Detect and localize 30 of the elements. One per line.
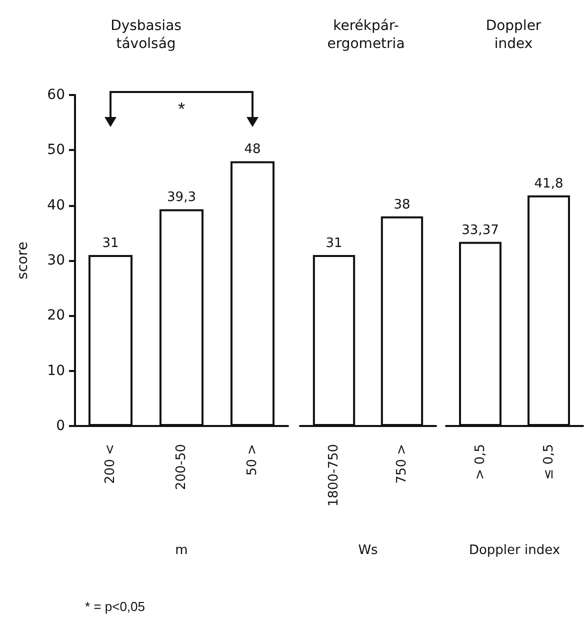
chart-title: Doppler index xyxy=(486,18,542,52)
x-axis-title: m xyxy=(175,543,188,558)
x-axis-title: Doppler index xyxy=(468,543,560,558)
y-tick-label: 10 xyxy=(47,362,65,379)
x-tick-label: > 0,5 xyxy=(472,444,488,480)
text: * = p<0,05 xyxy=(85,599,145,614)
annotation: * xyxy=(178,99,186,119)
x-tick-label: 200 < xyxy=(103,444,118,484)
y-axis-title: score xyxy=(15,242,31,280)
x-tick-label: 750 > xyxy=(394,444,410,484)
data-label: 31 xyxy=(326,236,342,251)
chart-title: Dysbasias távolság xyxy=(110,18,182,52)
y-tick-label: 30 xyxy=(47,252,65,268)
data-label: 41,8 xyxy=(534,176,564,192)
data-label: 48 xyxy=(244,142,261,158)
y-tick-label: 50 xyxy=(47,142,65,158)
data-label: 39,3 xyxy=(167,190,196,206)
chart-title: kerékpár- ergometria xyxy=(327,18,405,52)
x-tick-label: ≤ 0,5 xyxy=(541,444,556,480)
x-tick-label: 50 > xyxy=(245,444,260,476)
data-label: 38 xyxy=(394,197,410,212)
x-tick-label: 1800-750 xyxy=(326,444,342,507)
y-tick-label: 60 xyxy=(47,87,65,103)
y-tick-label: 40 xyxy=(47,197,65,214)
y-tick-label: 0 xyxy=(56,418,65,434)
data-label: 33,37 xyxy=(462,222,499,238)
x-tick-label: 200-50 xyxy=(174,444,189,490)
data-label: 31 xyxy=(102,236,119,251)
x-axis-title: Ws xyxy=(358,543,378,558)
y-tick-label: 20 xyxy=(47,308,65,324)
